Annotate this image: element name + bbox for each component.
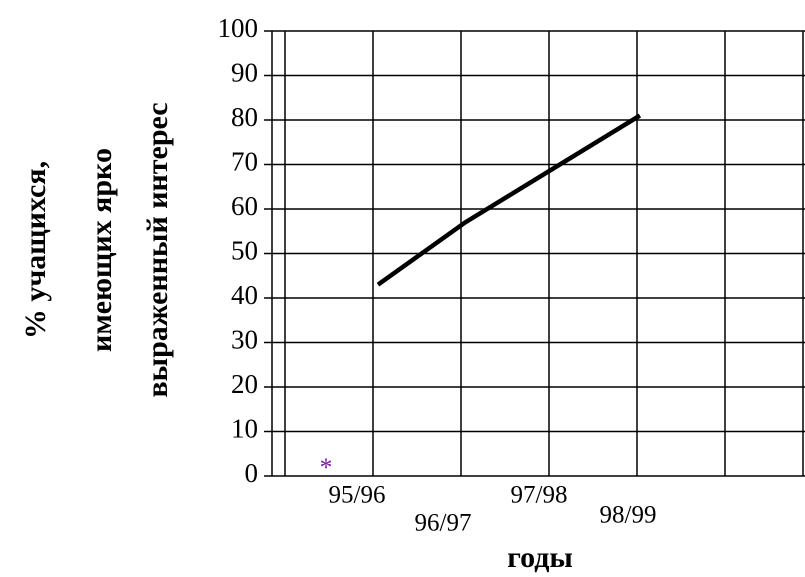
x-tick-label: 97/98 (511, 482, 568, 509)
x-tick-label: 95/96 (329, 482, 386, 509)
y-tick-label: 10 (231, 414, 258, 444)
x-tick-label: 98/99 (600, 502, 657, 529)
line (376, 113, 642, 287)
y-axis-label-line: % учащихся, (19, 161, 52, 339)
y-tick-label: 30 (231, 325, 258, 355)
x-axis-label: годы (507, 541, 573, 574)
y-tick-label: 40 (231, 280, 258, 310)
y-axis-label-line: имеющих ярко (85, 148, 118, 352)
y-axis-label: % учащихся, имеющих ярко выраженный интере… (19, 102, 174, 397)
y-tick-label: 90 (231, 58, 258, 88)
y-tick-label: 80 (231, 102, 258, 132)
y-tick-label: 0 (245, 458, 259, 488)
y-tick-label: 70 (231, 147, 258, 177)
y-tick-label: 60 (231, 191, 258, 221)
x-tick-label: 96/97 (415, 510, 472, 537)
marker-star: * (320, 453, 333, 482)
y-tick-label: 20 (231, 369, 258, 399)
y-tick-label: 100 (218, 13, 259, 43)
y-axis-label-line: выраженный интерес (141, 102, 174, 397)
y-tick-label: 50 (231, 236, 258, 266)
